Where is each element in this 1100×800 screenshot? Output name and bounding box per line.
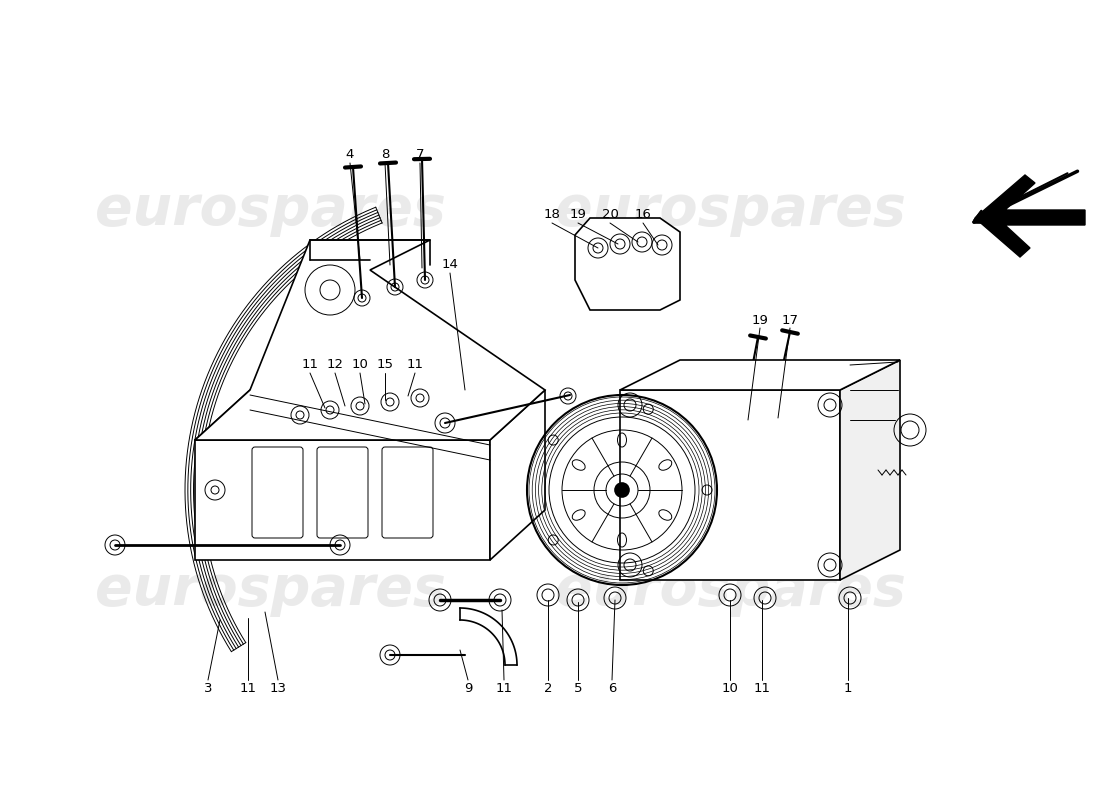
Text: 20: 20 [602, 209, 618, 222]
Text: 16: 16 [635, 209, 651, 222]
Text: 11: 11 [407, 358, 424, 371]
Polygon shape [195, 240, 544, 440]
Text: 7: 7 [416, 149, 425, 162]
Text: 8: 8 [381, 149, 389, 162]
Polygon shape [490, 390, 544, 560]
Polygon shape [575, 218, 680, 310]
Text: 10: 10 [352, 358, 368, 371]
Polygon shape [195, 390, 544, 440]
Text: eurospares: eurospares [95, 183, 446, 237]
Text: 15: 15 [376, 358, 394, 371]
Text: 3: 3 [204, 682, 212, 694]
Text: 14: 14 [441, 258, 459, 271]
Text: 9: 9 [464, 682, 472, 694]
Text: eurospares: eurospares [554, 183, 905, 237]
Text: 4: 4 [345, 149, 354, 162]
Text: 11: 11 [495, 682, 513, 694]
Polygon shape [840, 360, 900, 580]
Text: eurospares: eurospares [95, 563, 446, 617]
Text: 2: 2 [543, 682, 552, 694]
Text: 11: 11 [754, 682, 770, 694]
Text: 18: 18 [543, 209, 560, 222]
Circle shape [615, 483, 629, 497]
Text: 12: 12 [327, 358, 343, 371]
Text: 1: 1 [844, 682, 852, 694]
Polygon shape [620, 360, 900, 390]
Text: 19: 19 [751, 314, 769, 326]
Text: 6: 6 [608, 682, 616, 694]
Text: 17: 17 [781, 314, 799, 326]
Polygon shape [620, 390, 840, 580]
Text: 5: 5 [574, 682, 582, 694]
Polygon shape [195, 440, 490, 560]
Text: 11: 11 [240, 682, 256, 694]
Text: 10: 10 [722, 682, 738, 694]
Text: 11: 11 [301, 358, 319, 371]
Polygon shape [975, 175, 1085, 257]
Text: eurospares: eurospares [554, 563, 905, 617]
Text: 19: 19 [570, 209, 586, 222]
Text: 13: 13 [270, 682, 286, 694]
